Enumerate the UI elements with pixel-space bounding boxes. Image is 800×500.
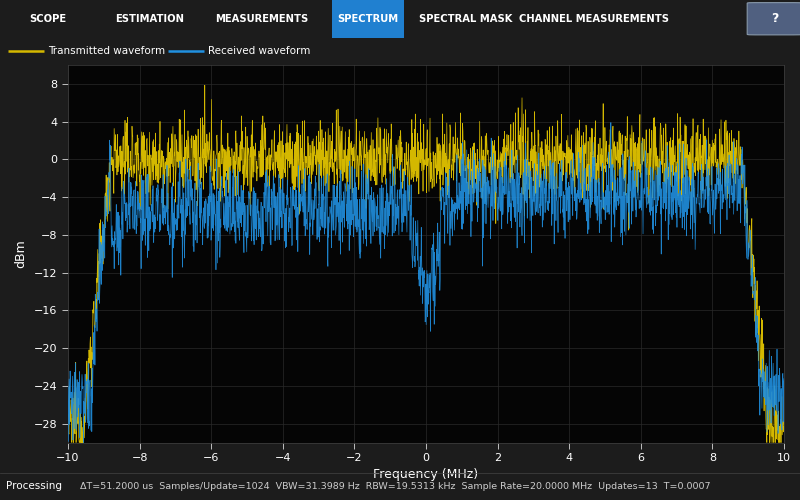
Bar <box>332 0 404 38</box>
Text: SPECTRUM: SPECTRUM <box>338 14 398 24</box>
Text: ?: ? <box>770 12 778 25</box>
FancyBboxPatch shape <box>747 2 800 35</box>
Text: ΔT=51.2000 us  Samples/Update=1024  VBW=31.3989 Hz  RBW=19.5313 kHz  Sample Rate: ΔT=51.2000 us Samples/Update=1024 VBW=31… <box>80 482 710 491</box>
Text: SCOPE: SCOPE <box>30 14 66 24</box>
Text: CHANNEL MEASUREMENTS: CHANNEL MEASUREMENTS <box>519 14 669 24</box>
Text: SPECTRAL MASK: SPECTRAL MASK <box>419 14 513 24</box>
Y-axis label: dBm: dBm <box>14 240 27 268</box>
Text: Processing: Processing <box>6 481 62 491</box>
X-axis label: Frequency (MHz): Frequency (MHz) <box>374 468 478 481</box>
Text: ESTIMATION: ESTIMATION <box>115 14 185 24</box>
Text: Transmitted waveform: Transmitted waveform <box>48 46 165 56</box>
Text: MEASUREMENTS: MEASUREMENTS <box>215 14 309 24</box>
Text: Received waveform: Received waveform <box>208 46 310 56</box>
